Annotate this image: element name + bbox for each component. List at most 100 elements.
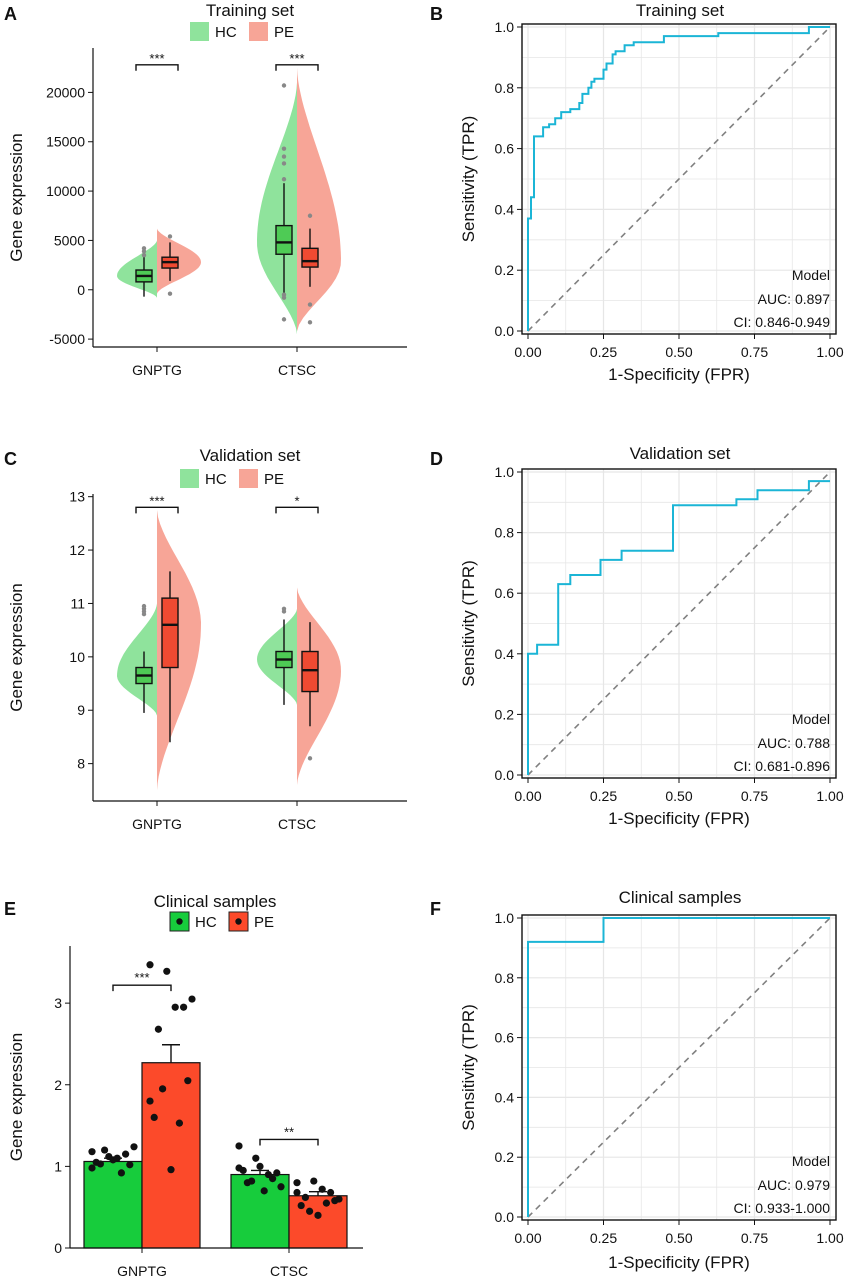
legend-label-hc: HC xyxy=(215,24,237,41)
data-point xyxy=(96,1160,104,1168)
significance-bracket xyxy=(259,1138,319,1146)
data-point xyxy=(113,1154,121,1162)
panel-letter-E: E xyxy=(4,899,16,919)
x-tick-label: 0.75 xyxy=(741,344,768,360)
significance-bracket xyxy=(135,506,179,514)
significance-label: *** xyxy=(289,51,304,66)
y-tick-label: 1 xyxy=(54,1158,62,1174)
y-tick-label: 0.6 xyxy=(495,1030,515,1046)
y-tick-label: -5000 xyxy=(49,331,85,347)
panel-F: F Clinical samples 0.00 0.25 0.50 0.75 1.00 0.0… xyxy=(430,888,844,1272)
data-point xyxy=(167,1166,175,1174)
data-point xyxy=(117,1169,125,1177)
group-ctsc: ** xyxy=(230,1124,348,1249)
hc-outlier xyxy=(281,161,287,166)
violin-hc xyxy=(117,603,157,716)
y-tick-label: 0.8 xyxy=(495,970,515,986)
x-axis-label: 1-Specificity (FPR) xyxy=(608,365,750,384)
hc-outlier xyxy=(281,317,287,322)
y-tick-label: 0 xyxy=(77,282,85,298)
hc-outlier xyxy=(141,603,147,609)
legend-swatch-pe xyxy=(249,22,268,41)
x-tick-label: 0.25 xyxy=(590,788,617,804)
y-tick-label: 1.0 xyxy=(495,464,515,480)
auc-label: AUC: 0.788 xyxy=(758,735,831,751)
x-tick-label: CTSC xyxy=(278,362,316,378)
ci-label: CI: 0.681-0.896 xyxy=(733,758,830,774)
legend-label-pe: PE xyxy=(274,24,294,41)
y-tick-label: 0.6 xyxy=(495,141,515,157)
group-gnptg: *** xyxy=(117,51,201,298)
data-point xyxy=(248,1177,256,1185)
violin-pe xyxy=(297,587,341,785)
y-axis-label: Gene expression xyxy=(7,583,26,712)
y-tick-label: 15000 xyxy=(46,134,85,150)
y-axis-label: Gene expression xyxy=(7,1033,26,1162)
panel-letter-A: A xyxy=(4,4,17,24)
significance-label: *** xyxy=(149,51,164,66)
data-point xyxy=(150,1113,158,1122)
y-tick-label: 0.0 xyxy=(495,323,515,339)
x-tick-label: 0.75 xyxy=(741,1230,768,1246)
y-tick-label: 0.8 xyxy=(495,80,515,96)
hc-outlier xyxy=(281,606,287,611)
x-tick-label: 0.50 xyxy=(665,344,692,360)
data-point xyxy=(293,1188,301,1197)
group-ctsc: *** xyxy=(257,51,341,335)
data-point xyxy=(264,1170,272,1179)
data-point xyxy=(188,995,196,1003)
y-tick-label: 8 xyxy=(77,756,85,772)
data-point xyxy=(301,1193,309,1201)
data-point xyxy=(335,1195,343,1203)
pe-box xyxy=(161,597,179,669)
x-tick-label: GNPTG xyxy=(132,362,182,378)
hc-outlier xyxy=(281,177,287,182)
hc-outlier xyxy=(281,146,287,151)
data-point xyxy=(322,1199,330,1207)
y-tick-label: 0.2 xyxy=(495,706,515,722)
y-tick-label: 10 xyxy=(69,649,85,665)
data-point xyxy=(306,1207,314,1215)
data-point xyxy=(88,1148,96,1156)
data-point xyxy=(235,1142,243,1150)
violin-pe xyxy=(297,67,341,332)
panel-D: D Validation set 0.00 0.25 0.50 0.75 1.00 0.0 0.… xyxy=(430,444,844,828)
pe-outlier xyxy=(307,756,313,761)
y-tick-label: 12 xyxy=(69,542,85,558)
data-point xyxy=(180,1003,188,1011)
group-gnptg: *** xyxy=(83,961,201,1249)
roc-curve xyxy=(527,26,830,331)
data-point xyxy=(163,967,171,975)
significance-label: * xyxy=(294,493,299,508)
y-tick-label: 2 xyxy=(54,1077,62,1093)
significance-bracket xyxy=(275,506,319,514)
hc-outlier xyxy=(281,292,287,297)
y-tick-label: 5000 xyxy=(54,232,85,248)
y-axis-label: Sensitivity (TPR) xyxy=(459,1004,478,1131)
x-axis-label: 1-Specificity (FPR) xyxy=(608,1253,750,1272)
y-tick-label: 20000 xyxy=(46,84,85,100)
legend-swatch-hc xyxy=(180,469,199,488)
significance-label: *** xyxy=(134,970,149,985)
group-gnptg: *** xyxy=(117,493,201,791)
data-point xyxy=(277,1183,285,1191)
legend-dot-hc xyxy=(176,918,183,925)
significance-bracket xyxy=(112,984,172,992)
y-tick-label: 0.8 xyxy=(495,525,515,541)
x-tick-label: CTSC xyxy=(270,1263,308,1276)
data-point xyxy=(235,1164,243,1172)
legend-swatch-pe xyxy=(239,469,258,488)
data-point xyxy=(154,1025,162,1033)
y-tick-label: 0.4 xyxy=(495,1089,515,1105)
y-axis-label: Sensitivity (TPR) xyxy=(459,560,478,687)
y-tick-label: 0.4 xyxy=(495,646,515,662)
hc-box xyxy=(275,224,293,255)
bar-pe xyxy=(288,1195,348,1249)
pe-outlier xyxy=(167,234,173,239)
group-ctsc: * xyxy=(257,493,341,785)
data-point xyxy=(252,1154,260,1162)
chance-diagonal xyxy=(527,917,831,1218)
violin-hc xyxy=(117,240,157,298)
data-point xyxy=(126,1161,134,1169)
